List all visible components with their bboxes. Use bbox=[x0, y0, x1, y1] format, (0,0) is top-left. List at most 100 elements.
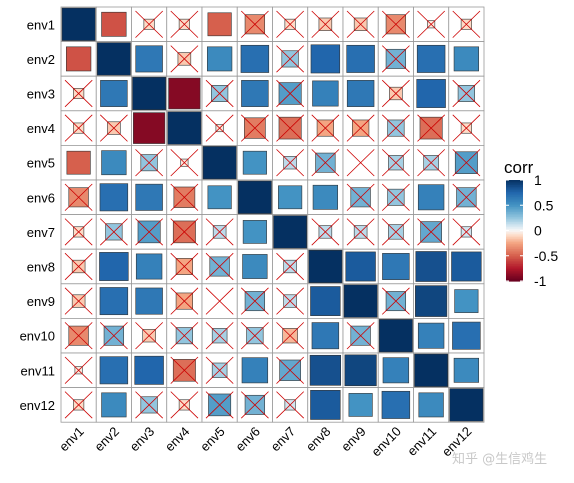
insignificant-cross bbox=[240, 322, 269, 350]
insignificant-cross bbox=[240, 391, 269, 419]
correlation-square bbox=[344, 354, 377, 387]
legend-color-step bbox=[506, 205, 523, 208]
insignificant-cross bbox=[64, 218, 93, 246]
legend-color-step bbox=[506, 191, 523, 195]
correlation-square bbox=[134, 355, 164, 385]
insignificant-cross bbox=[276, 10, 305, 38]
correlation-square bbox=[237, 180, 272, 214]
insignificant-cross bbox=[135, 149, 164, 177]
legend-color-step bbox=[506, 264, 523, 267]
insignificant-cross bbox=[276, 45, 305, 73]
correlation-square bbox=[308, 249, 343, 284]
insignificant-cross bbox=[205, 79, 234, 108]
correlation-square bbox=[242, 150, 267, 175]
correlation-square bbox=[207, 12, 232, 37]
legend-tick-label: 1 bbox=[534, 172, 542, 188]
insignificant-cross bbox=[135, 10, 164, 38]
insignificant-cross bbox=[346, 322, 375, 350]
legend-color-step bbox=[506, 262, 523, 265]
insignificant-cross bbox=[346, 114, 375, 142]
insignificant-cross bbox=[452, 79, 481, 108]
y-tick-label: env1 bbox=[27, 17, 55, 32]
legend-tick-label: -1 bbox=[534, 273, 547, 289]
legend-color-step bbox=[506, 181, 523, 184]
insignificant-cross bbox=[170, 218, 199, 246]
legend-color-step bbox=[506, 274, 523, 277]
legend-color-step bbox=[506, 259, 523, 262]
insignificant-cross bbox=[452, 10, 481, 38]
legend-color-step bbox=[506, 211, 523, 215]
legend-color-step bbox=[506, 220, 523, 223]
correlation-square bbox=[207, 185, 232, 210]
legend-color-step bbox=[506, 232, 523, 235]
correlation-square bbox=[417, 184, 445, 211]
insignificant-cross bbox=[311, 10, 340, 38]
legend-color-step bbox=[506, 225, 523, 228]
insignificant-cross bbox=[417, 114, 446, 142]
y-tick-label: env9 bbox=[27, 294, 55, 309]
legend-color-step bbox=[506, 200, 523, 203]
correlation-square bbox=[99, 252, 129, 281]
correlation-square bbox=[382, 253, 410, 280]
legend-color-step bbox=[506, 243, 523, 247]
insignificant-cross bbox=[170, 10, 199, 38]
insignificant-cross bbox=[170, 183, 199, 211]
insignificant-cross bbox=[205, 322, 234, 350]
correlation-square bbox=[242, 254, 268, 279]
insignificant-cross bbox=[64, 322, 93, 350]
correlation-square bbox=[378, 319, 413, 353]
insignificant-cross bbox=[276, 79, 305, 108]
insignificant-cross bbox=[381, 183, 410, 211]
correlation-square bbox=[310, 44, 341, 74]
insignificant-cross bbox=[417, 10, 446, 38]
insignificant-cross bbox=[311, 149, 340, 177]
legend-tick-label: 0 bbox=[534, 223, 542, 239]
insignificant-cross bbox=[170, 149, 199, 177]
insignificant-cross bbox=[64, 356, 93, 384]
correlation-square bbox=[135, 45, 163, 73]
y-tick-label: env6 bbox=[27, 190, 55, 205]
legend-color-step bbox=[506, 228, 523, 232]
x-tick-label: env12 bbox=[439, 424, 475, 460]
correlation-square bbox=[99, 356, 129, 385]
legend-color-step bbox=[506, 183, 523, 186]
correlation-square bbox=[242, 220, 267, 244]
correlation-square bbox=[414, 353, 449, 387]
legend-color-step bbox=[506, 270, 523, 274]
correlation-square bbox=[135, 183, 163, 211]
correlation-square bbox=[101, 11, 127, 37]
insignificant-cross bbox=[205, 287, 234, 315]
insignificant-cross bbox=[99, 114, 128, 142]
legend-color-step bbox=[506, 269, 523, 272]
legend-color-step bbox=[506, 272, 523, 275]
insignificant-cross bbox=[205, 252, 234, 281]
legend-color-step bbox=[506, 245, 523, 248]
correlation-square bbox=[310, 286, 341, 316]
insignificant-cross bbox=[452, 149, 481, 177]
correlation-square bbox=[278, 185, 303, 210]
correlation-square bbox=[451, 251, 482, 282]
insignificant-cross bbox=[311, 218, 340, 246]
insignificant-cross bbox=[417, 149, 446, 177]
y-tick-label: env5 bbox=[27, 156, 55, 171]
insignificant-cross bbox=[99, 322, 128, 350]
x-tick-label: env6 bbox=[232, 424, 263, 455]
legend-color-step bbox=[506, 275, 523, 279]
correlation-square bbox=[99, 183, 129, 212]
y-tick-label: env11 bbox=[21, 363, 55, 378]
legend-color-step bbox=[506, 238, 523, 242]
insignificant-cross bbox=[64, 183, 93, 211]
x-tick-label: env1 bbox=[56, 424, 87, 455]
legend-color-step bbox=[506, 260, 523, 264]
correlation-square bbox=[453, 357, 480, 383]
insignificant-cross bbox=[170, 356, 199, 384]
correlation-square bbox=[452, 321, 481, 350]
correlation-square bbox=[273, 215, 308, 249]
insignificant-cross bbox=[346, 218, 375, 246]
x-tick-label: env11 bbox=[404, 424, 439, 459]
correlation-square bbox=[453, 46, 480, 72]
insignificant-cross bbox=[417, 218, 446, 246]
insignificant-cross bbox=[381, 10, 410, 38]
